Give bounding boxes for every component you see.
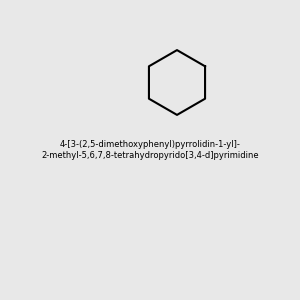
Text: 4-[3-(2,5-dimethoxyphenyl)pyrrolidin-1-yl]-
2-methyl-5,6,7,8-tetrahydropyrido[3,: 4-[3-(2,5-dimethoxyphenyl)pyrrolidin-1-y… — [41, 140, 259, 160]
